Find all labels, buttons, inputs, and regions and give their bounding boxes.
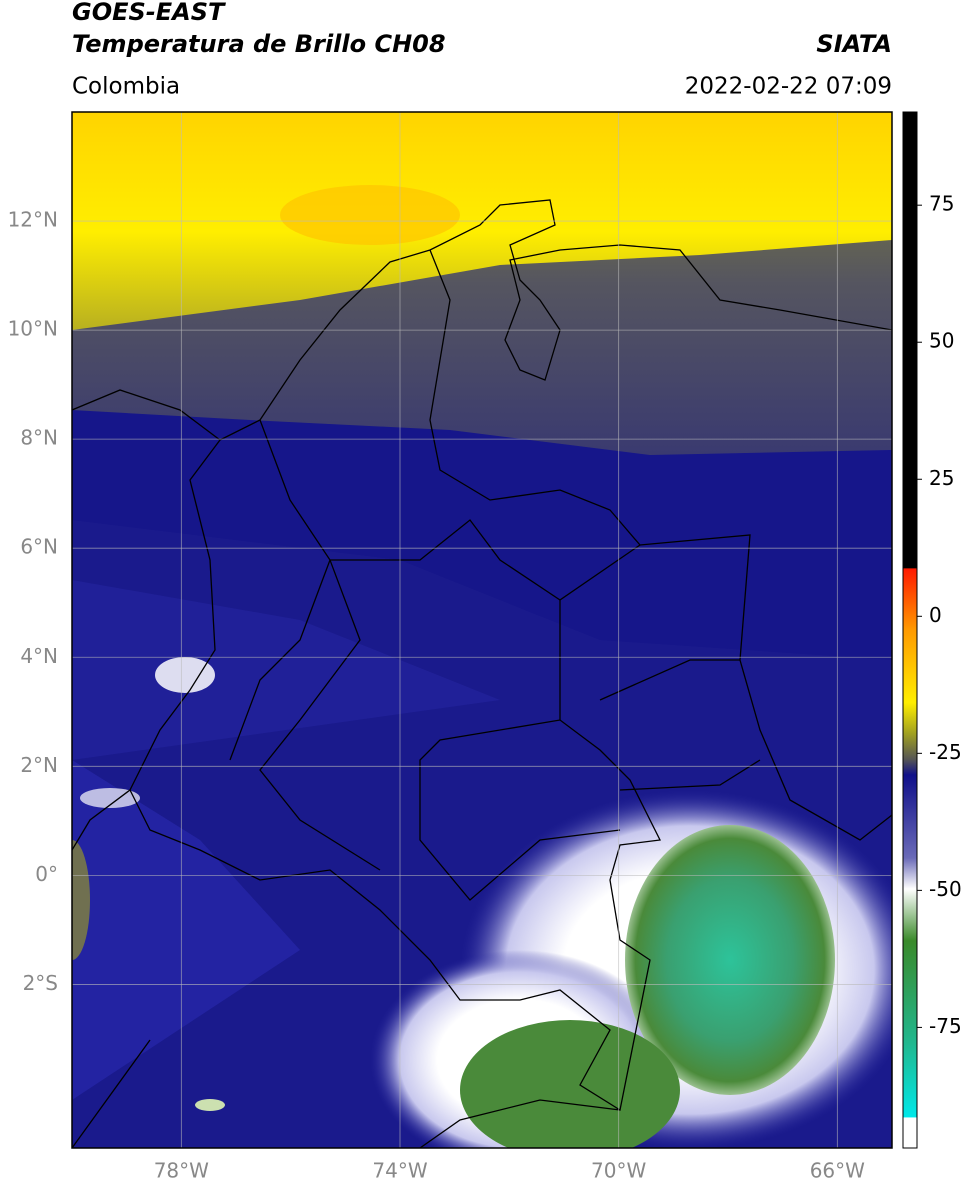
colorbar-tick-label: -75	[929, 1014, 962, 1038]
lat-tick-label: 0°	[35, 862, 58, 886]
colorbar-tick-label: 25	[929, 466, 954, 490]
lon-tick-label: 78°W	[154, 1159, 209, 1183]
timestamp: 2022-02-22 07:09	[685, 74, 892, 100]
lat-tick-label: 10°N	[8, 317, 58, 341]
graticule	[72, 112, 892, 1148]
colorbar-tick-label: 0	[929, 603, 942, 627]
map-frame	[71, 111, 893, 1149]
lon-tick-label: 74°W	[372, 1159, 427, 1183]
colorbar	[902, 111, 918, 1149]
colorbar-tick-label: 50	[929, 329, 954, 353]
lon-tick-label: 70°W	[591, 1159, 646, 1183]
colorbar-tick-label: -25	[929, 740, 962, 764]
lon-tick-label: 66°W	[810, 1159, 865, 1183]
colorbar-tick-label: 75	[929, 192, 954, 216]
lat-tick-label: 12°N	[8, 208, 58, 232]
source: SIATA	[816, 30, 892, 58]
region: Colombia	[72, 74, 180, 100]
lat-tick-label: 4°N	[20, 644, 58, 668]
lat-tick-label: 2°N	[20, 753, 58, 777]
lat-tick-label: 6°N	[20, 535, 58, 559]
satellite-image	[72, 112, 892, 1148]
lat-tick-label: 8°N	[20, 426, 58, 450]
lat-tick-label: 2°S	[23, 971, 58, 995]
colorbar-tick-label: -50	[929, 877, 962, 901]
title-line: Temperatura de Brillo CH08	[72, 30, 446, 58]
title-line: GOES-EAST	[72, 0, 226, 26]
